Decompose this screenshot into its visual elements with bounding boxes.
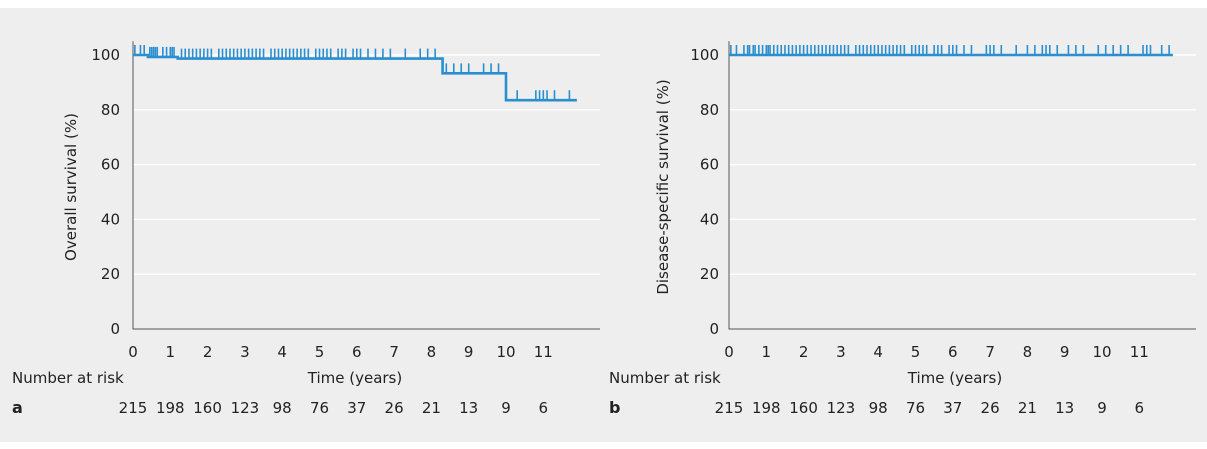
risk-value-b-1: 198 (752, 399, 781, 417)
panel-label-a: a (12, 398, 23, 417)
y-tick-labels-a: 0 20 40 60 80 100 (91, 46, 120, 338)
risk-value-b-6: 37 (943, 399, 962, 417)
panel-label-b: b (609, 398, 620, 417)
x-tick-label-b-11: 11 (1130, 343, 1149, 361)
x-tick-label-b-2: 2 (799, 343, 809, 361)
risk-value-a-0: 215 (119, 399, 148, 417)
x-tick-label-b-3: 3 (836, 343, 846, 361)
x-tick-label-a-0: 0 (128, 343, 138, 361)
x-tick-label-a-10: 10 (496, 343, 515, 361)
x-tick-label-b-7: 7 (985, 343, 995, 361)
x-tick-label-a-1: 1 (166, 343, 176, 361)
x-tick-label-b-8: 8 (1023, 343, 1033, 361)
risk-value-a-6: 37 (347, 399, 366, 417)
y-tick-label-b-60: 60 (700, 156, 719, 174)
x-tick-labels-a: 0 1 2 3 4 5 6 7 8 9 10 11 (128, 343, 553, 361)
y-tick-label-b-0: 0 (709, 320, 719, 338)
x-axis-label-b: Time (years) (907, 369, 1002, 387)
risk-value-a-5: 76 (310, 399, 329, 417)
risk-value-b-8: 21 (1018, 399, 1037, 417)
risk-value-a-10: 9 (501, 399, 511, 417)
y-axis-label-b: Disease-specific survival (%) (654, 79, 672, 294)
risk-label-a: Number at risk (12, 369, 124, 387)
risk-value-a-4: 98 (273, 399, 292, 417)
grid-lines-a (132, 41, 600, 330)
x-tick-label-a-9: 9 (464, 343, 474, 361)
survival-curve-a (133, 53, 577, 102)
risk-value-a-7: 26 (385, 399, 404, 417)
x-tick-label-a-6: 6 (352, 343, 362, 361)
axis-lines-b (728, 41, 1196, 330)
risk-value-a-3: 123 (231, 399, 260, 417)
y-tick-label-a-60: 60 (101, 156, 120, 174)
y-tick-label-a-0: 0 (110, 320, 120, 338)
x-tick-label-b-9: 9 (1060, 343, 1070, 361)
risk-numbers-b: 215 198 160 123 98 76 37 26 21 13 9 6 (715, 399, 1144, 417)
y-tick-label-a-20: 20 (101, 265, 120, 283)
risk-value-a-9: 13 (459, 399, 478, 417)
y-axis-label-a: Overall survival (%) (62, 113, 80, 261)
y-tick-label-a-40: 40 (101, 210, 120, 228)
x-tick-label-a-4: 4 (277, 343, 287, 361)
risk-value-b-4: 98 (869, 399, 888, 417)
censor-marks-b (730, 45, 1170, 55)
y-tick-label-b-100: 100 (690, 46, 719, 64)
x-tick-label-a-11: 11 (534, 343, 553, 361)
x-tick-label-a-7: 7 (389, 343, 399, 361)
censor-marks-a (134, 45, 571, 101)
x-tick-labels-b: 0 1 2 3 4 5 6 7 8 9 10 11 (724, 343, 1149, 361)
risk-value-a-8: 21 (422, 399, 441, 417)
x-tick-label-a-2: 2 (203, 343, 213, 361)
y-tick-label-a-100: 100 (91, 46, 120, 64)
risk-value-b-10: 9 (1097, 399, 1107, 417)
survival-line-a-0 (133, 53, 577, 102)
y-tick-label-b-80: 80 (700, 101, 719, 119)
axis-lines-a (132, 41, 600, 330)
risk-value-a-11: 6 (539, 399, 549, 417)
y-tick-label-a-80: 80 (101, 101, 120, 119)
risk-value-a-2: 160 (193, 399, 222, 417)
risk-numbers-a: 215 198 160 123 98 76 37 26 21 13 9 6 (119, 399, 548, 417)
x-tick-label-b-6: 6 (948, 343, 958, 361)
risk-label-b: Number at risk (609, 369, 721, 387)
y-tick-label-b-40: 40 (700, 210, 719, 228)
x-tick-label-b-10: 10 (1092, 343, 1111, 361)
x-tick-label-b-0: 0 (724, 343, 734, 361)
figure-background (0, 8, 1207, 442)
grid-lines-b (728, 41, 1196, 330)
x-axis-label-a: Time (years) (307, 369, 402, 387)
x-tick-label-b-1: 1 (762, 343, 772, 361)
x-tick-label-b-4: 4 (873, 343, 883, 361)
y-tick-label-b-20: 20 (700, 265, 719, 283)
risk-value-a-1: 198 (156, 399, 185, 417)
risk-value-b-2: 160 (789, 399, 818, 417)
x-tick-label-b-5: 5 (911, 343, 921, 361)
risk-value-b-0: 215 (715, 399, 744, 417)
x-tick-label-a-8: 8 (427, 343, 437, 361)
x-tick-label-a-3: 3 (240, 343, 250, 361)
risk-value-b-5: 76 (906, 399, 925, 417)
x-tick-label-a-5: 5 (315, 343, 325, 361)
risk-value-b-7: 26 (981, 399, 1000, 417)
risk-value-b-9: 13 (1055, 399, 1074, 417)
risk-value-b-3: 123 (827, 399, 856, 417)
risk-value-b-11: 6 (1135, 399, 1145, 417)
y-tick-labels-b: 0 20 40 60 80 100 (690, 46, 719, 338)
